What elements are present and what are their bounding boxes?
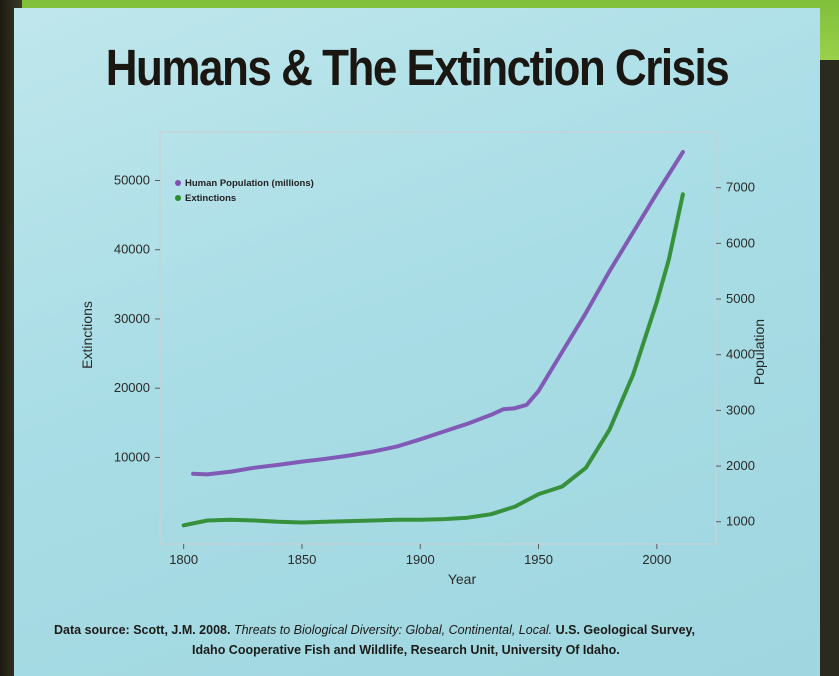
legend-marker-extinctions	[175, 195, 181, 201]
legend-marker-population	[175, 180, 181, 186]
x-tick-label: 1900	[406, 552, 435, 567]
y-left-tick-label: 30000	[114, 311, 150, 326]
legend-label-population: Human Population (millions)	[185, 178, 314, 189]
y-left-tick-label: 50000	[114, 172, 150, 187]
y-left-tick-label: 10000	[114, 449, 150, 464]
x-tick-label: 1850	[287, 552, 316, 567]
presentation-slide: Humans & The Extinction Crisis Data sour…	[14, 8, 820, 676]
plot-area	[159, 131, 717, 545]
y-right-tick-label: 4000	[726, 347, 755, 362]
slide-title: Humans & The Extinction Crisis	[105, 40, 730, 97]
x-tick-label: 2000	[642, 552, 671, 567]
series-line-extinctions	[181, 192, 685, 528]
legend: Human Population (millions) Extinctions	[175, 178, 314, 204]
y-left-tick-label: 20000	[114, 380, 150, 395]
x-axis-title: Year	[448, 571, 477, 587]
y-axis-right-title: Population	[751, 319, 767, 385]
source-work-title: Threats to Biological Diversity: Global,…	[233, 623, 553, 637]
y-axis-left-title: Extinctions	[79, 301, 95, 369]
x-tick-label: 1800	[169, 552, 198, 567]
series-line-population	[191, 150, 685, 477]
legend-label-extinctions: Extinctions	[185, 193, 236, 204]
y-left-tick-label: 40000	[114, 242, 150, 257]
y-right-tick-label: 3000	[726, 402, 755, 417]
y-right-tick-label: 7000	[726, 180, 755, 195]
y-right-tick-label: 5000	[726, 291, 755, 306]
y-right-tick-label: 1000	[726, 514, 755, 529]
x-tick-label: 1950	[524, 552, 553, 567]
y-right-tick-label: 2000	[726, 458, 755, 473]
source-prefix: Data source: Scott, J.M. 2008.	[54, 623, 234, 637]
data-source-citation: Data source: Scott, J.M. 2008. Threats t…	[54, 620, 814, 660]
source-suffix: U.S. Geological Survey,	[552, 623, 696, 637]
source-line-2: Idaho Cooperative Fish and Wildlife, Res…	[192, 643, 620, 657]
y-right-tick-label: 6000	[726, 235, 755, 250]
